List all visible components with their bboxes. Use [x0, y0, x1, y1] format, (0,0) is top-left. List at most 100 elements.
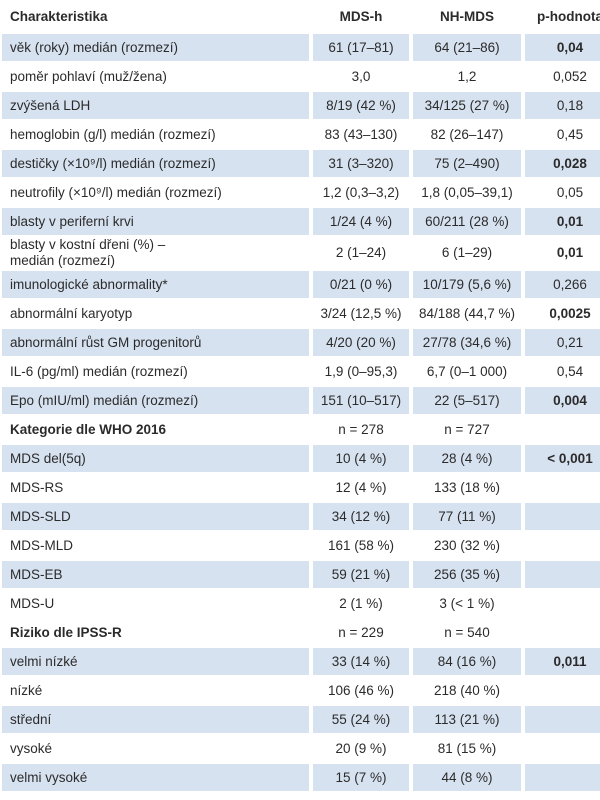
row-label: velmi nízké — [2, 648, 309, 675]
mds-h-value: 34 (12 %) — [309, 503, 409, 530]
p-value: 0,0025 — [521, 300, 600, 327]
mds-h-value: 2 (1–24) — [309, 237, 409, 269]
nh-mds-value: 1,2 — [409, 63, 521, 90]
nh-mds-value: 34/125 (27 %) — [409, 92, 521, 119]
p-value: 0,45 — [521, 121, 600, 148]
nh-mds-value: 27/78 (34,6 %) — [409, 329, 521, 356]
mds-h-value: 10 (4 %) — [309, 445, 409, 472]
p-value: < 0,001 — [521, 445, 600, 472]
header-mds-h: MDS-h — [309, 2, 409, 32]
header-p-value: p-hodnota — [521, 2, 600, 32]
section-n-nh-mds: n = 727 — [409, 416, 521, 443]
mds-h-value: 59 (21 %) — [309, 561, 409, 588]
p-value — [521, 764, 600, 791]
table-row: destičky (×10⁹/l) medián (rozmezí) 31 (3–… — [2, 150, 600, 177]
row-label: velmi vysoké — [2, 764, 309, 791]
section-n-mds-h: n = 229 — [309, 619, 409, 646]
table-row: MDS-MLD 161 (58 %) 230 (32 %) — [2, 532, 600, 559]
section-n-mds-h: n = 278 — [309, 416, 409, 443]
nh-mds-value: 10/179 (5,6 %) — [409, 271, 521, 298]
table-row: IL-6 (pg/ml) medián (rozmezí) 1,9 (0–95,3… — [2, 358, 600, 385]
mds-h-value: 106 (46 %) — [309, 677, 409, 704]
section-p-value — [521, 416, 600, 443]
row-label: hemoglobin (g/l) medián (rozmezí) — [2, 121, 309, 148]
section-p-value — [521, 619, 600, 646]
table-row: abnormální karyotyp 3/24 (12,5 %) 84/188 (… — [2, 300, 600, 327]
row-label-line: Epo (mIU/ml) medián (rozmezí) — [10, 392, 199, 408]
nh-mds-value: 6,7 (0–1 000) — [409, 358, 521, 385]
row-label-line: IL-6 (pg/ml) medián (rozmezí) — [10, 363, 188, 379]
section-n-nh-mds: n = 540 — [409, 619, 521, 646]
mds-h-value: 8/19 (42 %) — [309, 92, 409, 119]
p-value — [521, 503, 600, 530]
row-label-line-2: medián (rozmezí) — [10, 253, 116, 268]
mds-h-value: 31 (3–320) — [309, 150, 409, 177]
row-label: vysoké — [2, 735, 309, 762]
mds-h-value: 61 (17–81) — [309, 34, 409, 61]
mds-h-value: 0/21 (0 %) — [309, 271, 409, 298]
row-label: MDS-MLD — [2, 532, 309, 559]
row-label-line: destičky (×10⁹/l) medián (rozmezí) — [10, 155, 216, 171]
p-value: 0,052 — [521, 63, 600, 90]
mds-h-value: 161 (58 %) — [309, 532, 409, 559]
nh-mds-value: 133 (18 %) — [409, 474, 521, 501]
p-value: 0,18 — [521, 92, 600, 119]
table-row: střední 55 (24 %) 113 (21 %) — [2, 706, 600, 733]
nh-mds-value: 81 (15 %) — [409, 735, 521, 762]
table-row: zvýšená LDH 8/19 (42 %) 34/125 (27 %) 0,18 — [2, 92, 600, 119]
nh-mds-value: 6 (1–29) — [409, 237, 521, 269]
table-row: imunologické abnormality* 0/21 (0 %) 10/17… — [2, 271, 600, 298]
table-row: poměr pohlaví (muž/žena) 3,0 1,2 0,052 — [2, 63, 600, 90]
table-row: MDS-SLD 34 (12 %) 77 (11 %) — [2, 503, 600, 530]
nh-mds-value: 64 (21–86) — [409, 34, 521, 61]
mds-h-value: 1/24 (4 %) — [309, 208, 409, 235]
table-row: MDS-EB 59 (21 %) 256 (35 %) — [2, 561, 600, 588]
mds-h-value: 3/24 (12,5 %) — [309, 300, 409, 327]
p-value: 0,54 — [521, 358, 600, 385]
nh-mds-value: 28 (4 %) — [409, 445, 521, 472]
p-value — [521, 677, 600, 704]
section-title: Riziko dle IPSS-R — [2, 619, 309, 646]
mds-h-value: 151 (10–517) — [309, 387, 409, 414]
table-row: vysoké 20 (9 %) 81 (15 %) — [2, 735, 600, 762]
table-row: hemoglobin (g/l) medián (rozmezí) 83 (43–… — [2, 121, 600, 148]
table-row: velmi nízké 33 (14 %) 84 (16 %) 0,011 — [2, 648, 600, 675]
row-label-line: poměr pohlaví (muž/žena) — [10, 68, 167, 84]
mds-h-value: 15 (7 %) — [309, 764, 409, 791]
row-label: MDS del(5q) — [2, 445, 309, 472]
row-label-line: neutrofily (×10⁹/l) medián (rozmezí) — [10, 184, 222, 200]
mds-h-value: 12 (4 %) — [309, 474, 409, 501]
mds-h-value: 83 (43–130) — [309, 121, 409, 148]
row-label: IL-6 (pg/ml) medián (rozmezí) — [2, 358, 309, 385]
p-value — [521, 706, 600, 733]
row-label: věk (roky) medián (rozmezí) — [2, 34, 309, 61]
nh-mds-value: 22 (5–517) — [409, 387, 521, 414]
p-value — [521, 561, 600, 588]
table-row: Epo (mIU/ml) medián (rozmezí) 151 (10–517… — [2, 387, 600, 414]
mds-h-value: 20 (9 %) — [309, 735, 409, 762]
row-label: abnormální růst GM progenitorů — [2, 329, 309, 356]
p-value: 0,01 — [521, 237, 600, 269]
nh-mds-value: 75 (2–490) — [409, 150, 521, 177]
table-row: blasty v kostní dřeni (%) – medián (rozme… — [2, 237, 600, 269]
nh-mds-value: 3 (< 1 %) — [409, 590, 521, 617]
p-value: 0,011 — [521, 648, 600, 675]
row-label-line: abnormální růst GM progenitorů — [10, 334, 202, 350]
row-label: nízké — [2, 677, 309, 704]
nh-mds-value: 44 (8 %) — [409, 764, 521, 791]
table-row: nízké 106 (46 %) 218 (40 %) — [2, 677, 600, 704]
row-label: Epo (mIU/ml) medián (rozmezí) — [2, 387, 309, 414]
nh-mds-value: 218 (40 %) — [409, 677, 521, 704]
row-label: abnormální karyotyp — [2, 300, 309, 327]
nh-mds-value: 84 (16 %) — [409, 648, 521, 675]
mds-h-value: 1,2 (0,3–3,2) — [309, 179, 409, 206]
nh-mds-value: 77 (11 %) — [409, 503, 521, 530]
row-label: zvýšená LDH — [2, 92, 309, 119]
p-value — [521, 474, 600, 501]
header-characteristic: Charakteristika — [2, 2, 309, 32]
row-label-line: abnormální karyotyp — [10, 305, 133, 321]
row-label-line: blasty v kostní dřeni (%) – — [10, 237, 166, 252]
row-label: neutrofily (×10⁹/l) medián (rozmezí) — [2, 179, 309, 206]
